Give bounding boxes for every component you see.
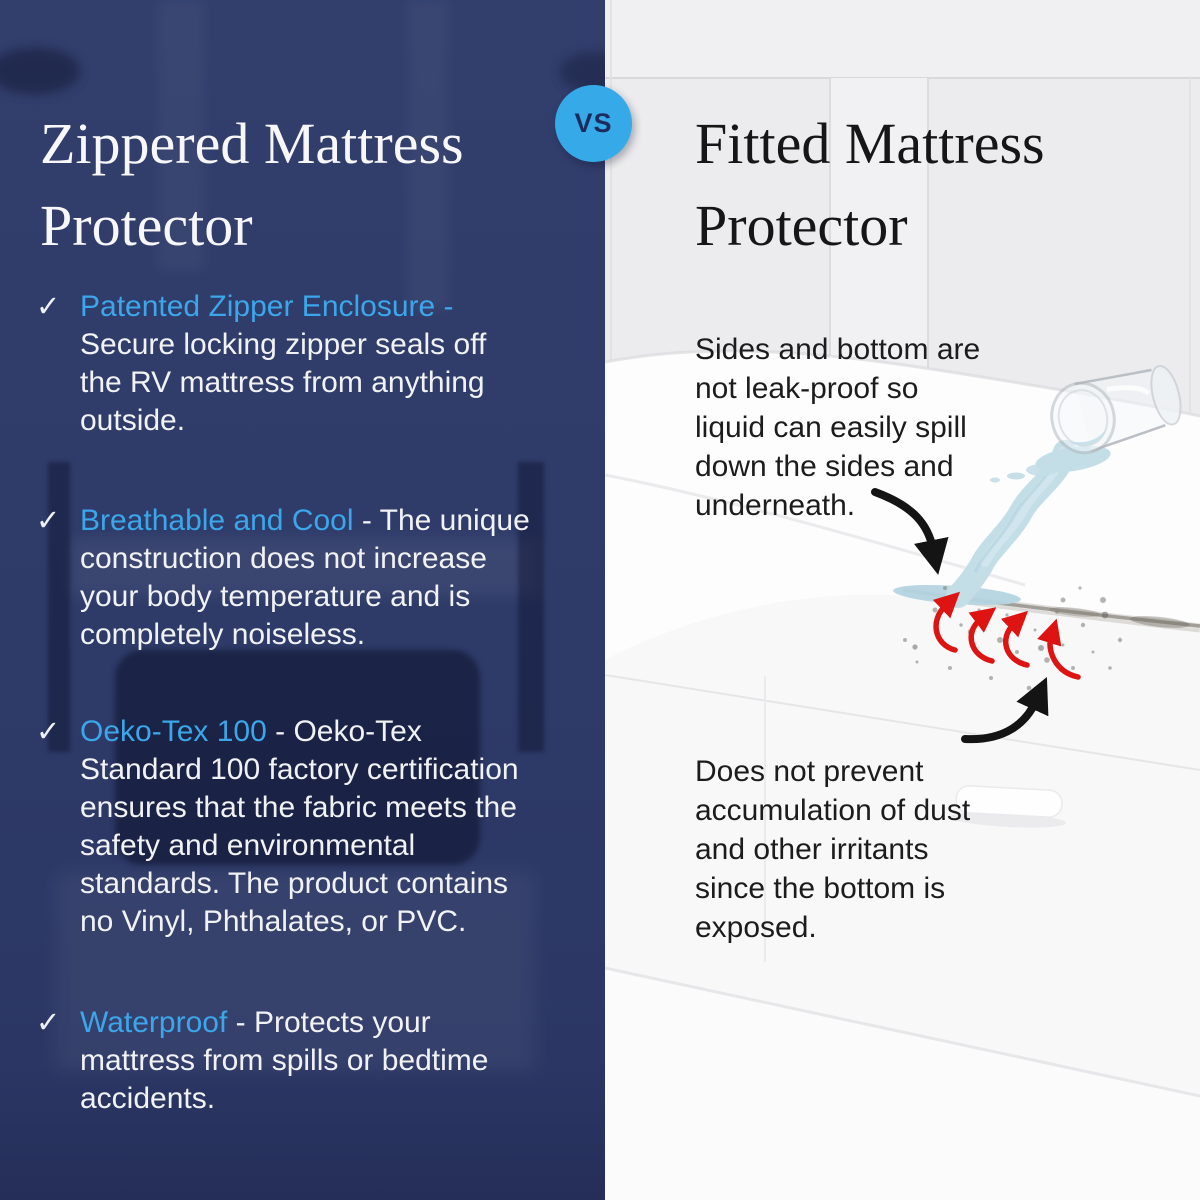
feature-text: Patented Zipper Enclosure - Secure locki… [80,288,486,440]
spilled-glass-icon [1050,364,1182,455]
feature-description: - Protects your mattress from spills or … [80,1006,489,1115]
feature-description: - Oeko-Tex Standard 100 factory certific… [80,715,519,938]
feature-text: Waterproof - Protects your mattress from… [80,1004,488,1118]
vs-label: VS [574,108,613,138]
check-icon: ✓ [36,1007,61,1039]
arrow-to-dust-icon [961,676,1049,744]
fitted-protector-panel: Fitted Mattress Protector Sides and bott… [605,0,1200,1200]
feature-text: Oeko-Tex 100 - Oeko-Tex Standard 100 fac… [80,713,519,941]
feature-zipper-enclosure: ✓ Patented Zipper Enclosure - Secure loc… [36,288,581,440]
check-icon: ✓ [36,291,61,323]
dust-arrows-icon [932,591,1081,680]
zippered-protector-panel: Zippered Mattress Protector ✓ Patented Z… [0,0,605,1200]
right-panel-title: Fitted Mattress Protector [695,110,1045,258]
note-dust: Does not prevent accumulation of dust an… [695,755,971,944]
bed-base [605,674,1200,1200]
arrow-to-spill-icon [871,488,949,575]
check-icon: ✓ [36,505,61,537]
feature-text: Breathable and Cool - The unique constru… [80,502,530,654]
feature-description: - The unique construction does not incre… [80,504,530,651]
water-spill [893,440,1111,608]
feature-description: Secure locking zipper seals off the RV m… [80,328,487,437]
left-panel-title: Zippered Mattress Protector [40,110,464,258]
feature-waterproof: ✓ Waterproof - Protects your mattress fr… [36,1004,581,1118]
feature-breathable: ✓ Breathable and Cool - The unique const… [36,502,581,654]
feature-keyword: Waterproof [80,1006,228,1039]
bed-illustration [605,0,1200,1200]
feature-keyword: Breathable and Cool [80,504,354,537]
check-icon: ✓ [36,716,61,748]
feature-oeko-tex: ✓ Oeko-Tex 100 - Oeko-Tex Standard 100 f… [36,713,581,941]
note-leak: Sides and bottom are not leak-proof so l… [695,333,981,522]
feature-keyword: Oeko-Tex 100 [80,715,267,748]
vs-badge: VS [555,85,632,162]
feature-keyword: Patented Zipper Enclosure - [80,290,454,323]
drawer-handle [950,785,1066,828]
